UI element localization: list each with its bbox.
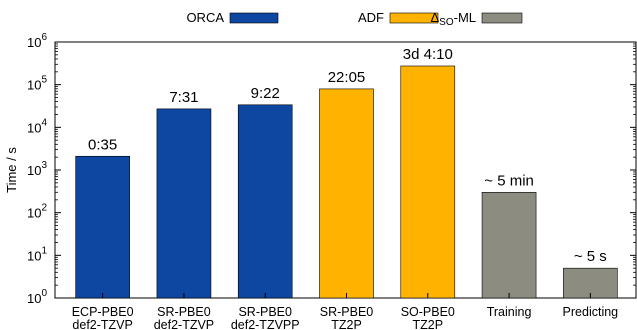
- legend-swatch-delta-so-ml: [481, 12, 523, 24]
- bar-value-label: ~ 5 min: [484, 172, 534, 189]
- bar-value-label: 0:35: [88, 136, 117, 153]
- legend-label-adf: ADF: [358, 10, 384, 25]
- bar: [481, 192, 537, 299]
- category-label-line1: SR-PBE0: [320, 305, 374, 319]
- legend-swatch-adf: [389, 12, 439, 24]
- legend: ORCA ADF ΔSO-ML: [186, 10, 523, 28]
- y-axis: 100 101 102 103 104 105 106: [27, 32, 636, 306]
- bar-value-label: 3d 4:10: [403, 46, 453, 63]
- legend-label-orca: ORCA: [186, 10, 224, 25]
- category-label-line2: TZ2P: [413, 318, 444, 330]
- bar: [156, 108, 212, 299]
- bars: [75, 65, 618, 299]
- y-tick-label: 101: [27, 245, 47, 263]
- bar: [319, 88, 374, 299]
- category-label-line1: SR-PBE0: [238, 305, 292, 319]
- bar: [400, 65, 456, 299]
- y-axis-title: Time / s: [4, 147, 19, 193]
- y-tick-label: 102: [27, 203, 47, 221]
- y-tick-label: 104: [27, 117, 47, 135]
- bar-value-label: 9:22: [251, 85, 280, 102]
- category-label-line2: def2-TZVPP: [231, 318, 300, 330]
- legend-label-delta-so-ml: ΔSO-ML: [430, 10, 476, 28]
- bar-value-label: ~ 5 s: [574, 248, 607, 265]
- category-label-line1: ECP-PBE0: [72, 305, 134, 319]
- category-label-line1: SO-PBE0: [401, 305, 455, 319]
- bar-value-label: 7:31: [169, 89, 198, 106]
- category-label-line2: def2-TZVP: [154, 318, 214, 330]
- category-label-line1: Training: [487, 305, 532, 319]
- legend-swatch-orca: [229, 12, 279, 24]
- category-label-line2: def2-TZVP: [72, 318, 132, 330]
- y-tick-label: 106: [27, 32, 47, 50]
- y-tick-label: 100: [27, 288, 47, 306]
- bar: [237, 104, 293, 299]
- bar-value-labels: 0:35 7:31 9:22 22:05 3d 4:10 ~ 5 min ~ 5 s: [88, 46, 607, 265]
- category-label-line1: SR-PBE0: [157, 305, 211, 319]
- bar-value-label: 22:05: [328, 69, 366, 86]
- y-tick-label: 105: [27, 75, 47, 93]
- category-label-line1: Predicting: [563, 305, 619, 319]
- x-axis-category-labels: ECP-PBE0def2-TZVPSR-PBE0def2-TZVPSR-PBE0…: [72, 293, 618, 330]
- bar: [75, 155, 130, 299]
- y-tick-label: 103: [27, 160, 47, 178]
- category-label-line2: TZ2P: [331, 318, 362, 330]
